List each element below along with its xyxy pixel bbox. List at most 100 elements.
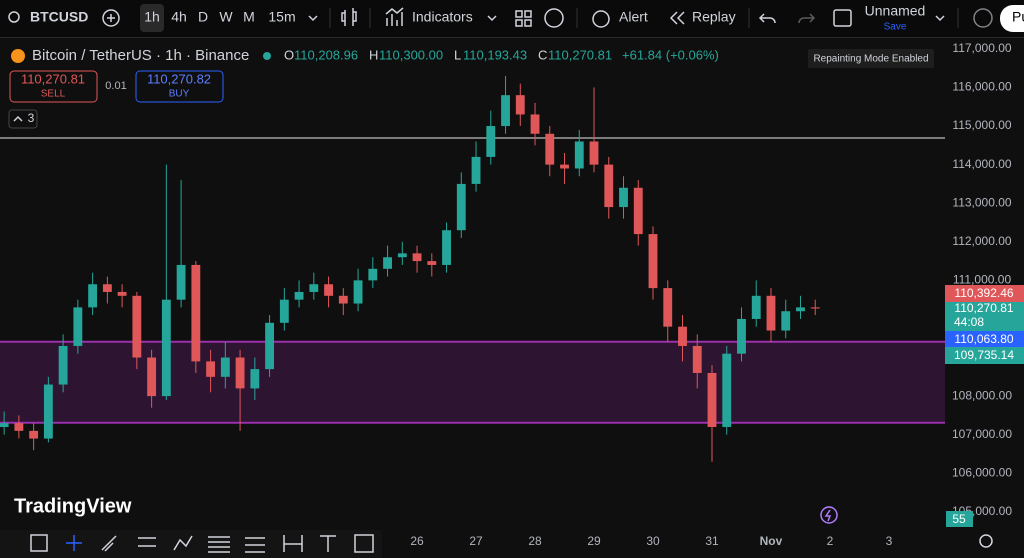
candle-body [265, 322, 275, 370]
candle-body [220, 357, 230, 377]
interval[interactable]: W [219, 9, 233, 25]
y-tick-label: 115,000.00 [952, 118, 1011, 132]
candle-body [707, 372, 717, 427]
candle-body [0, 423, 9, 427]
tool-icon[interactable] [101, 535, 117, 552]
candle-body [250, 369, 260, 389]
candle-body [766, 295, 776, 331]
script-icon[interactable] [544, 8, 564, 28]
notice: Repainting Mode Enabled [813, 54, 928, 65]
countdown: 44:08 [954, 315, 984, 329]
candle-body [102, 284, 112, 292]
interval[interactable]: 15m [268, 9, 295, 25]
ohlc-letter: O [284, 47, 294, 62]
candle-body [235, 357, 245, 389]
redo-button[interactable] [798, 13, 816, 24]
y-tick-label: 116,000.00 [952, 80, 1011, 94]
candle-body [73, 307, 83, 346]
y-tick-label: 114,000.00 [952, 157, 1011, 171]
settings-icon[interactable] [973, 8, 993, 28]
tool-icon[interactable] [320, 535, 336, 552]
interval[interactable]: 4h [171, 9, 187, 25]
tool-icon[interactable] [30, 534, 48, 552]
candle-body [633, 187, 643, 235]
compare-button[interactable] [102, 9, 120, 27]
interval[interactable]: D [198, 9, 208, 25]
candle-body [796, 307, 805, 312]
chevron[interactable] [487, 15, 497, 22]
replay-icon [669, 11, 685, 25]
ohlc-letter: L [454, 47, 461, 62]
price-label: 110,392.46 [954, 286, 1013, 300]
axis-settings[interactable] [979, 534, 993, 548]
candle-body [368, 268, 378, 281]
chevron[interactable] [935, 15, 945, 22]
x-tick-label: 26 [410, 534, 424, 548]
layout-checkbox[interactable] [833, 9, 852, 27]
y-tick-label: 107,000.00 [952, 427, 1012, 441]
layout-icon[interactable] [515, 10, 523, 18]
price-axis-bg [945, 38, 1024, 530]
candle-body [132, 295, 142, 358]
candle-body [692, 345, 702, 373]
candle-body [412, 253, 422, 262]
symbol-logo [11, 49, 25, 63]
pane-value-bg [946, 511, 973, 527]
quantity[interactable]: 0.01 [105, 80, 126, 92]
drawing-toolbar [0, 530, 382, 558]
candle-body [515, 95, 525, 115]
y-tick-label: 108,000.00 [952, 388, 1012, 402]
candle-body [456, 183, 466, 231]
symbol[interactable]: BTCUSD [30, 9, 88, 25]
tool-icon[interactable] [245, 537, 265, 553]
sell-label: SELL [41, 89, 66, 100]
ohlc-letter: C [538, 47, 547, 62]
plot [0, 75, 945, 462]
chevron[interactable] [308, 15, 318, 22]
replay-button[interactable]: Replay [692, 9, 736, 25]
price-label: 110,270.81 [954, 301, 1013, 315]
ohlc-value: 110,300.00 [379, 47, 443, 62]
layout-icon [524, 10, 532, 18]
toolbar: BTCUSD 1h 4h D W M 15m Indicators Alert … [0, 0, 1024, 38]
candle-body [324, 284, 333, 296]
tool-icon[interactable] [354, 534, 374, 553]
interval[interactable]: M [243, 9, 255, 25]
candle-body [58, 345, 68, 385]
candle-body [294, 291, 304, 300]
interval[interactable]: 1h [144, 9, 160, 25]
toolbar-bg [0, 0, 1024, 37]
candle-body [663, 288, 673, 327]
save-label[interactable]: Save [884, 22, 907, 33]
price-label-bg [945, 285, 1024, 303]
candle-body [176, 264, 186, 300]
chart-type-icon[interactable] [341, 8, 357, 26]
search-icon[interactable] [8, 11, 20, 23]
publish-button[interactable]: Pu [1012, 9, 1024, 25]
sell-button[interactable] [9, 70, 98, 103]
price-label: 110,063.80 [954, 332, 1013, 346]
buy-button[interactable] [135, 70, 224, 103]
tool-icon[interactable] [173, 535, 193, 551]
indicators-button[interactable]: Indicators [412, 9, 473, 25]
layout-name[interactable]: Unnamed [865, 3, 926, 19]
lightning-button[interactable] [820, 506, 838, 524]
candle-body [88, 284, 98, 308]
candle-body [678, 326, 687, 346]
candle-body [781, 311, 791, 331]
undo-button[interactable] [758, 13, 776, 24]
candle-body [648, 234, 658, 289]
indicators-toggle[interactable] [8, 109, 38, 129]
alert-button[interactable]: Alert [619, 9, 648, 25]
buy-price: 110,270.82 [147, 71, 211, 86]
tool-icon[interactable] [283, 535, 303, 552]
buy-label: BUY [169, 89, 190, 100]
publish-button-bg[interactable] [1000, 5, 1024, 32]
tool-icon[interactable] [138, 537, 156, 547]
candle-body [206, 361, 216, 377]
legend: Bitcoin / TetherUS · 1h · Binance O 110,… [8, 47, 934, 129]
x-tick-label: 3 [886, 534, 893, 548]
tool-crosshair[interactable] [66, 535, 82, 551]
candle-body [353, 280, 363, 304]
tool-icon[interactable] [208, 536, 230, 553]
